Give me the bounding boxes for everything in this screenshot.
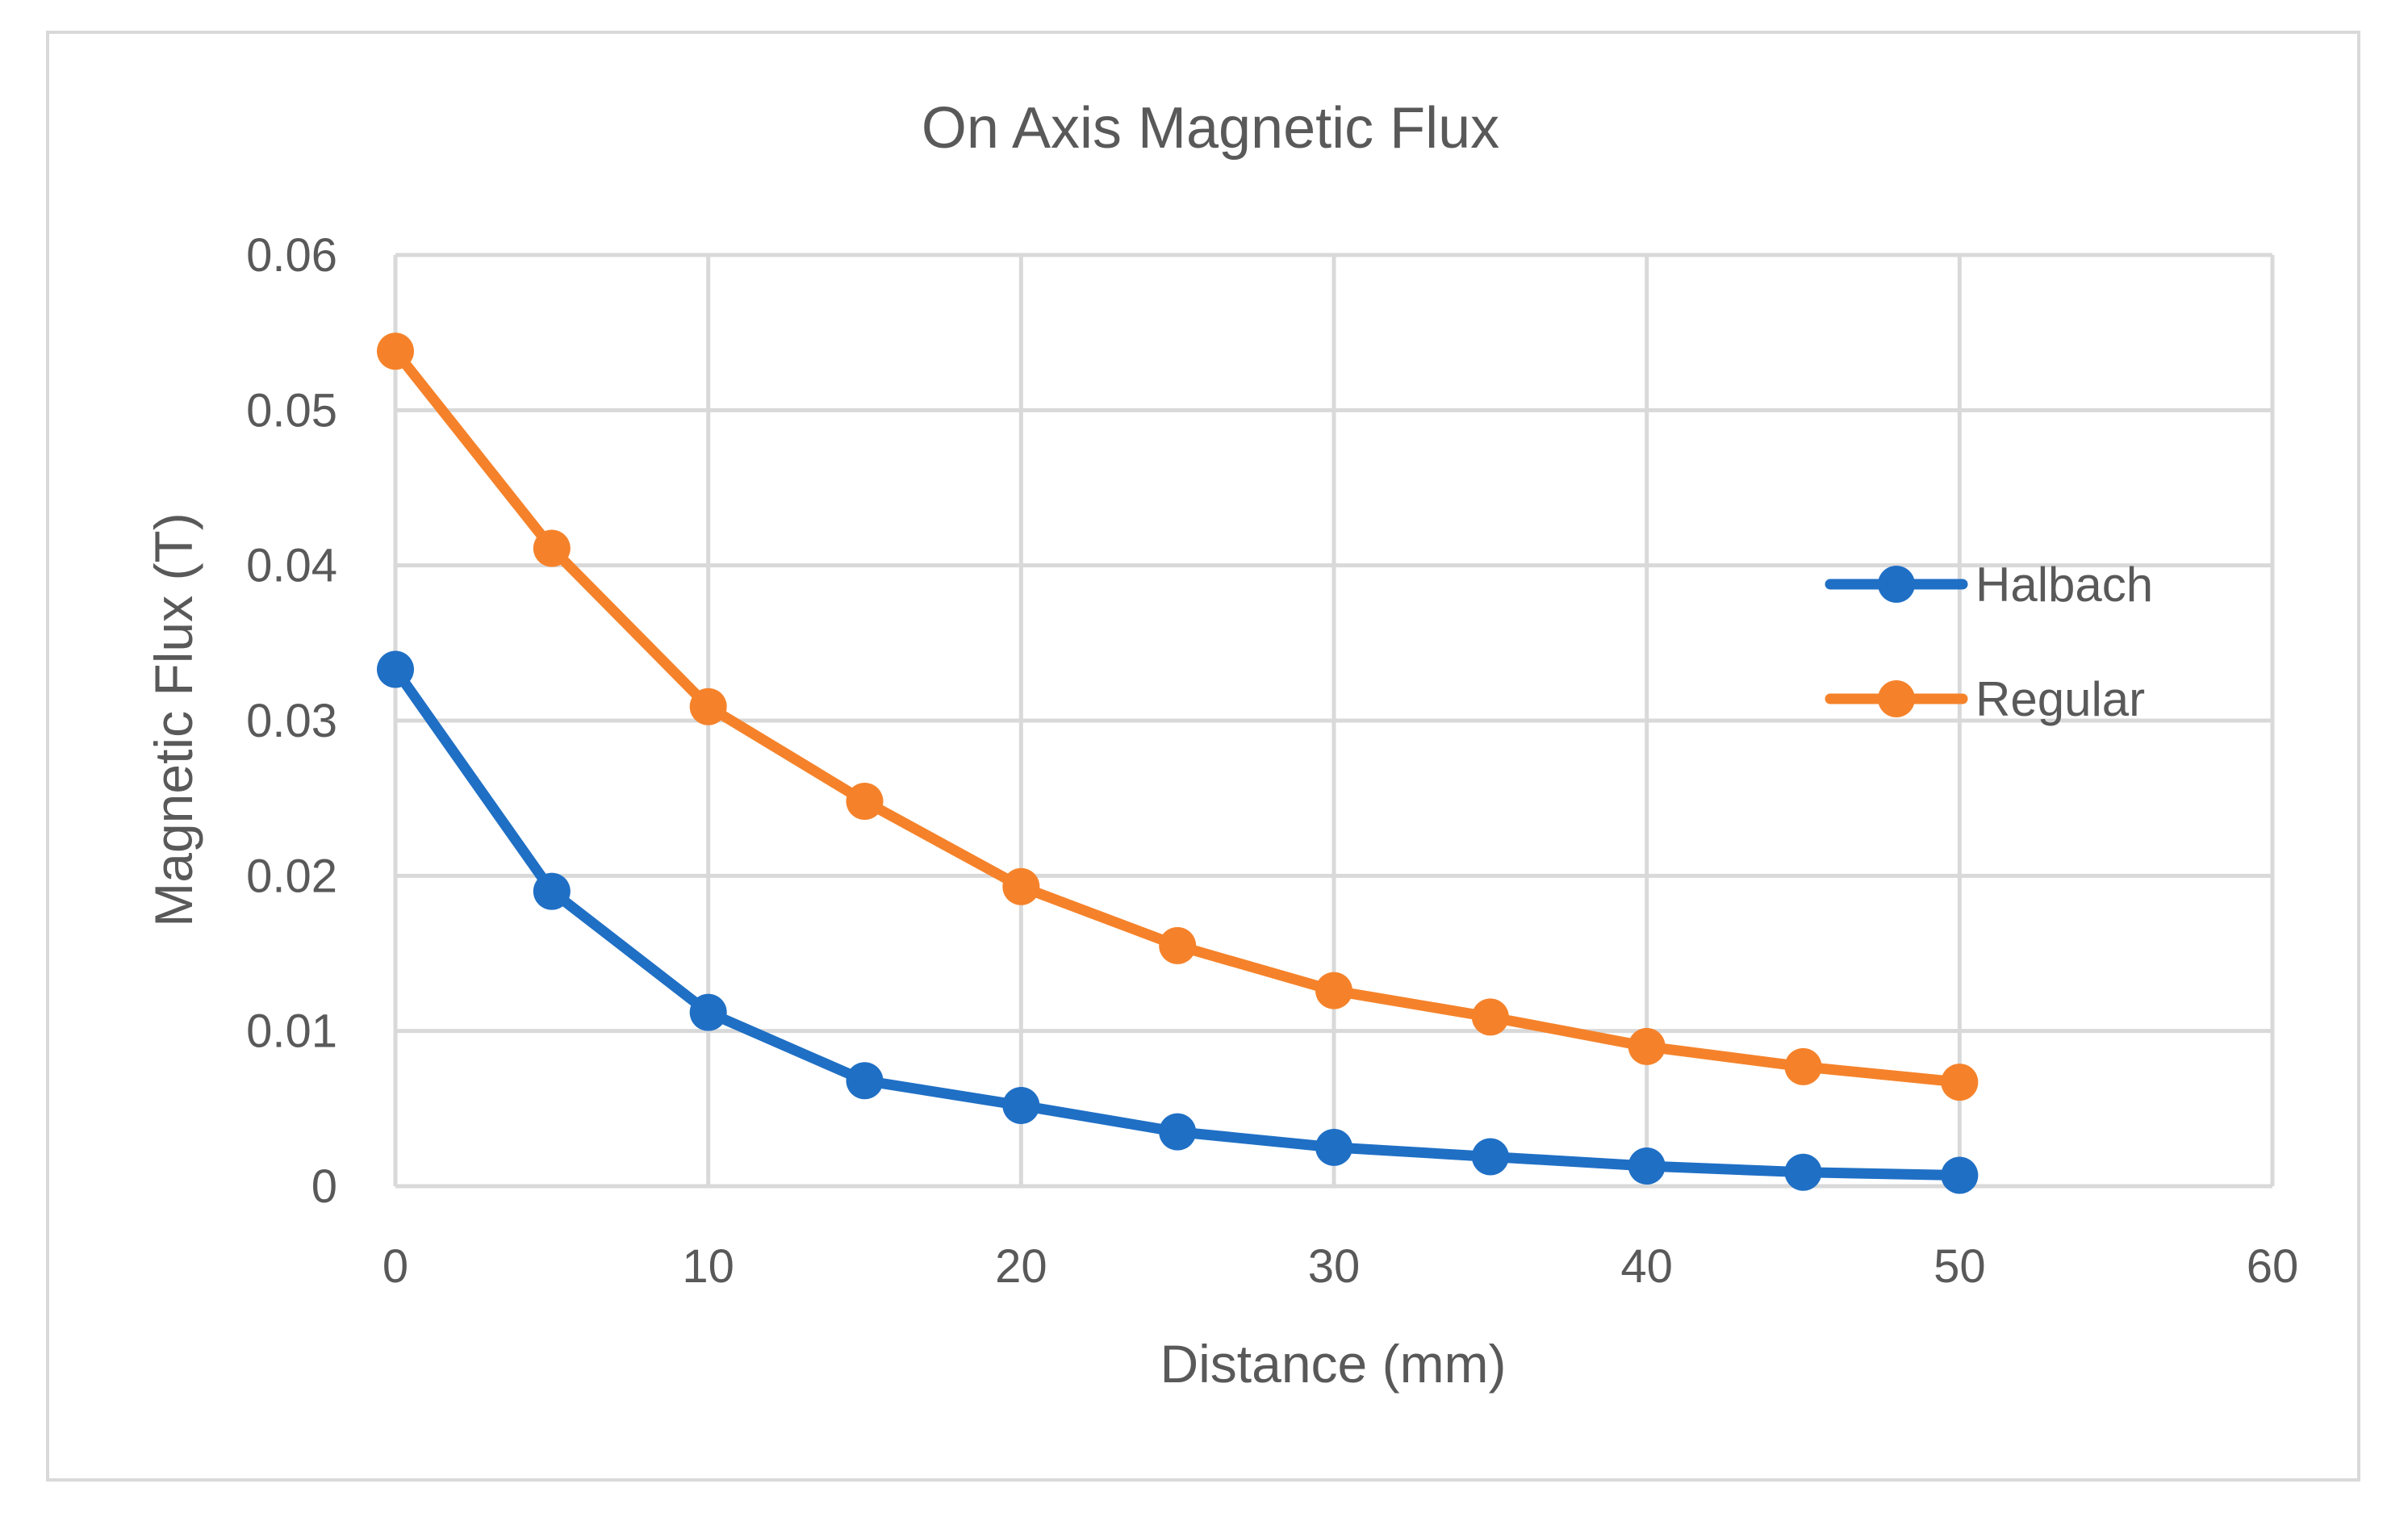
halbach-point [846, 1062, 884, 1100]
regular-point [533, 529, 571, 567]
chart-title: On Axis Magnetic Flux [922, 96, 1499, 161]
regular-point [1159, 926, 1197, 964]
regular-point [1628, 1027, 1666, 1065]
y-axis-ticks: 0 0.01 0.02 0.03 0.04 0.05 0.06 [246, 229, 337, 1213]
halbach-point [533, 872, 571, 910]
halbach-point [1628, 1147, 1666, 1185]
halbach-point [377, 650, 414, 688]
x-tick-label: 20 [995, 1240, 1047, 1293]
halbach-point [1315, 1128, 1352, 1166]
y-tick-label: 0.03 [246, 695, 337, 747]
legend-label-halbach: Halbach [1975, 558, 2153, 612]
y-tick-label: 0.04 [246, 540, 337, 592]
legend-label-regular: Regular [1975, 672, 2145, 726]
regular-point [1002, 867, 1040, 905]
regular-point [1315, 972, 1352, 1009]
series-layer [377, 332, 1979, 1194]
chart-frame [46, 31, 2360, 1482]
y-tick-label: 0 [311, 1160, 337, 1213]
regular-point [846, 783, 884, 821]
x-tick-label: 30 [1308, 1240, 1361, 1293]
halbach-point [689, 993, 727, 1031]
legend-marker-halbach [1878, 566, 1915, 603]
series-halbach [377, 650, 1979, 1194]
legend-item-halbach: Halbach [1825, 558, 2153, 612]
halbach-point [1159, 1113, 1197, 1151]
halbach-point [1002, 1086, 1040, 1124]
legend: Halbach Regular [1825, 558, 2153, 726]
x-tick-label: 10 [682, 1240, 734, 1293]
halbach-point [1784, 1153, 1822, 1191]
regular-line [390, 345, 1965, 1088]
x-tick-label: 0 [383, 1240, 408, 1293]
halbach-point [1471, 1138, 1509, 1176]
x-tick-label: 60 [2247, 1240, 2299, 1293]
x-tick-label: 50 [1934, 1240, 1986, 1293]
y-tick-label: 0.01 [246, 1005, 337, 1058]
y-tick-label: 0.05 [246, 384, 337, 437]
halbach-point [1941, 1156, 1979, 1194]
regular-point [377, 332, 414, 370]
legend-marker-regular [1878, 680, 1915, 717]
legend-item-regular: Regular [1825, 672, 2145, 726]
x-axis-label: Distance (mm) [1160, 1334, 1506, 1394]
x-tick-label: 40 [1620, 1240, 1673, 1293]
regular-point [1941, 1064, 1979, 1101]
regular-point [1471, 998, 1509, 1036]
y-tick-label: 0.06 [246, 229, 337, 282]
x-axis-ticks: 0 10 20 30 40 50 60 [383, 1240, 2298, 1293]
series-regular [377, 332, 1979, 1101]
regular-point [689, 688, 727, 725]
halbach-line [390, 664, 1965, 1181]
regular-point [1784, 1047, 1822, 1085]
y-tick-label: 0.02 [246, 850, 337, 902]
y-axis-label: Magnetic Flux (T) [144, 512, 203, 926]
